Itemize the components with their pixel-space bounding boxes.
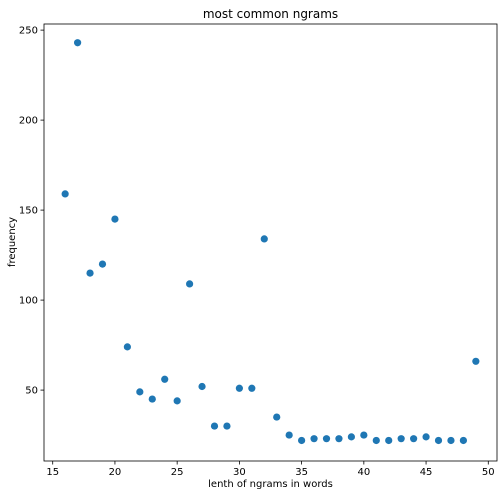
data-point	[273, 413, 281, 421]
data-point	[198, 382, 206, 391]
x-tick-label: 35	[295, 467, 308, 478]
data-point	[347, 433, 355, 441]
data-point	[459, 436, 467, 445]
plot-border	[43, 23, 498, 462]
data-point	[223, 422, 231, 430]
x-tick-label: 20	[109, 467, 122, 478]
y-tick-label: 50	[25, 386, 38, 397]
data-point	[74, 39, 82, 47]
y-axis: 50 100 150 200 250	[19, 26, 44, 397]
data-point	[372, 436, 380, 445]
x-tick-label: 50	[482, 467, 495, 478]
data-point	[173, 397, 181, 405]
data-point	[111, 215, 119, 223]
data-point	[397, 435, 405, 443]
y-tick-label: 150	[19, 206, 38, 217]
data-points	[61, 39, 480, 445]
x-axis: 15 20 25 30 35 40 45 50	[46, 461, 495, 478]
data-point	[248, 384, 256, 392]
data-point	[285, 431, 293, 439]
x-tick-label: 15	[46, 467, 59, 478]
x-tick-label: 40	[357, 467, 370, 478]
data-point	[260, 235, 268, 243]
data-point	[434, 436, 443, 445]
data-point	[136, 388, 144, 396]
plot-frame	[43, 23, 498, 462]
data-point	[310, 435, 318, 443]
data-point	[322, 435, 331, 443]
x-axis-label: lenth of ngrams in words	[208, 479, 333, 490]
data-point	[86, 269, 94, 277]
data-point	[360, 431, 368, 439]
x-tick-label: 30	[233, 467, 246, 478]
data-point	[161, 375, 169, 383]
data-point	[235, 384, 243, 392]
data-point	[472, 357, 480, 365]
x-tick-label: 25	[171, 467, 184, 478]
y-tick-label: 100	[19, 296, 38, 307]
data-point	[335, 435, 343, 443]
data-point	[61, 190, 69, 198]
x-tick-label: 45	[420, 467, 433, 478]
data-point	[410, 435, 418, 443]
data-point	[385, 436, 393, 445]
data-point	[148, 395, 156, 403]
data-point	[210, 422, 219, 430]
chart-title: most common ngrams	[203, 7, 338, 21]
data-point	[186, 280, 194, 288]
data-point	[123, 343, 131, 351]
data-point	[422, 433, 430, 441]
y-tick-label: 200	[19, 116, 38, 127]
data-point	[447, 436, 455, 445]
y-tick-label: 250	[19, 26, 38, 37]
data-point	[98, 260, 107, 268]
data-point	[298, 436, 306, 445]
y-axis-label: frequency	[7, 217, 18, 267]
